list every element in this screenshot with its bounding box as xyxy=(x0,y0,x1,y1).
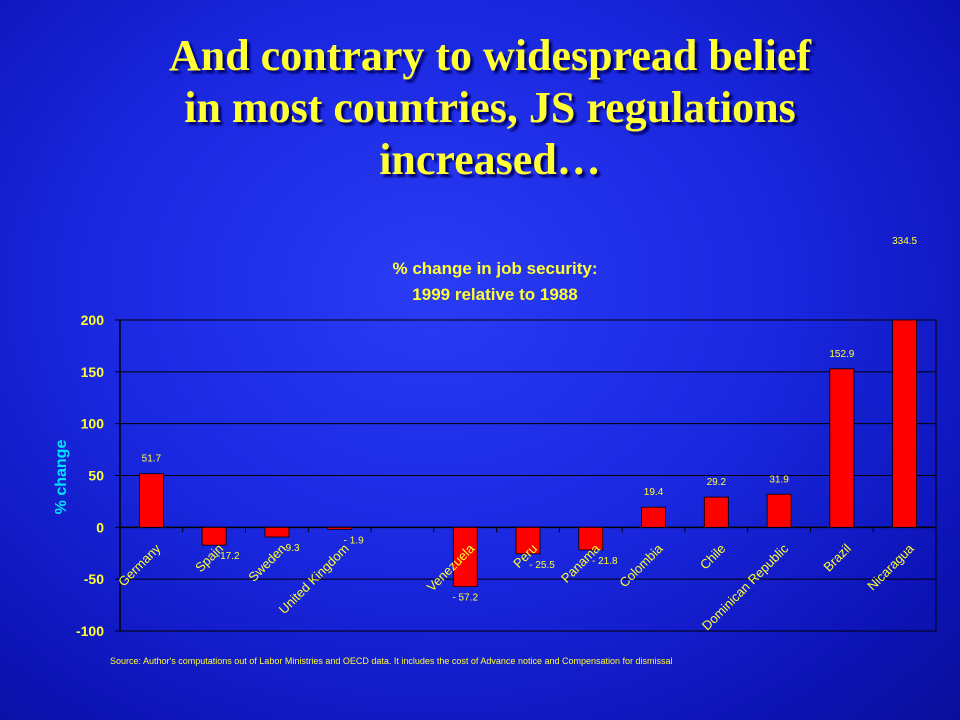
x-category-label: Chile xyxy=(697,541,729,573)
y-tick-label: 50 xyxy=(88,468,104,484)
data-label: - 1.9 xyxy=(344,535,364,546)
y-tick-label: 150 xyxy=(81,364,105,380)
y-tick-label: 0 xyxy=(96,519,104,535)
bar xyxy=(703,496,729,528)
source-note: Source: Author's computations out of Lab… xyxy=(110,656,673,666)
y-axis-title: % change xyxy=(53,440,70,515)
bar xyxy=(138,473,164,528)
data-label: 152.9 xyxy=(829,349,854,360)
bar xyxy=(515,526,541,555)
y-tick-label: -100 xyxy=(76,623,104,639)
slide-title-line-2: in most countries, JS regulations xyxy=(184,83,796,132)
data-label: 31.9 xyxy=(769,474,789,485)
chart-title-line-2: 1999 relative to 1988 xyxy=(412,285,577,304)
bar xyxy=(201,526,227,546)
data-label: -17.2 xyxy=(217,551,240,562)
y-tick-label: 200 xyxy=(81,312,105,328)
chart-title-line-1: % change in job security: xyxy=(393,259,598,278)
bar xyxy=(578,526,604,551)
data-label: 29.2 xyxy=(707,477,727,488)
data-label: - 21.8 xyxy=(592,556,618,567)
x-category-label: Sweden xyxy=(245,541,289,585)
slide-title-line-1: And contrary to widespread belief xyxy=(168,31,812,80)
data-label: -9.3 xyxy=(282,543,300,554)
data-label: - 57.2 xyxy=(452,593,478,604)
data-label: 51.7 xyxy=(142,454,162,465)
x-category-label: Nicaragua xyxy=(864,540,917,593)
data-label: - 25.5 xyxy=(529,560,555,571)
x-category-label: Germany xyxy=(115,541,164,590)
x-category-label: Colombia xyxy=(616,540,666,590)
slide-title-line-3: increased… xyxy=(379,135,601,184)
bar xyxy=(264,526,290,538)
slide-title: And contrary to widespread belief in mos… xyxy=(40,30,940,186)
bar xyxy=(327,526,353,530)
y-tick-label: -50 xyxy=(84,571,104,587)
bar xyxy=(829,368,855,528)
data-label: 19.4 xyxy=(644,487,664,498)
x-category-label: Brazil xyxy=(820,541,854,575)
data-label: 334.5 xyxy=(892,236,917,247)
bar xyxy=(766,493,792,528)
y-tick-label: 100 xyxy=(81,416,105,432)
bar xyxy=(641,506,666,528)
bar xyxy=(892,319,918,528)
bar xyxy=(452,526,478,588)
